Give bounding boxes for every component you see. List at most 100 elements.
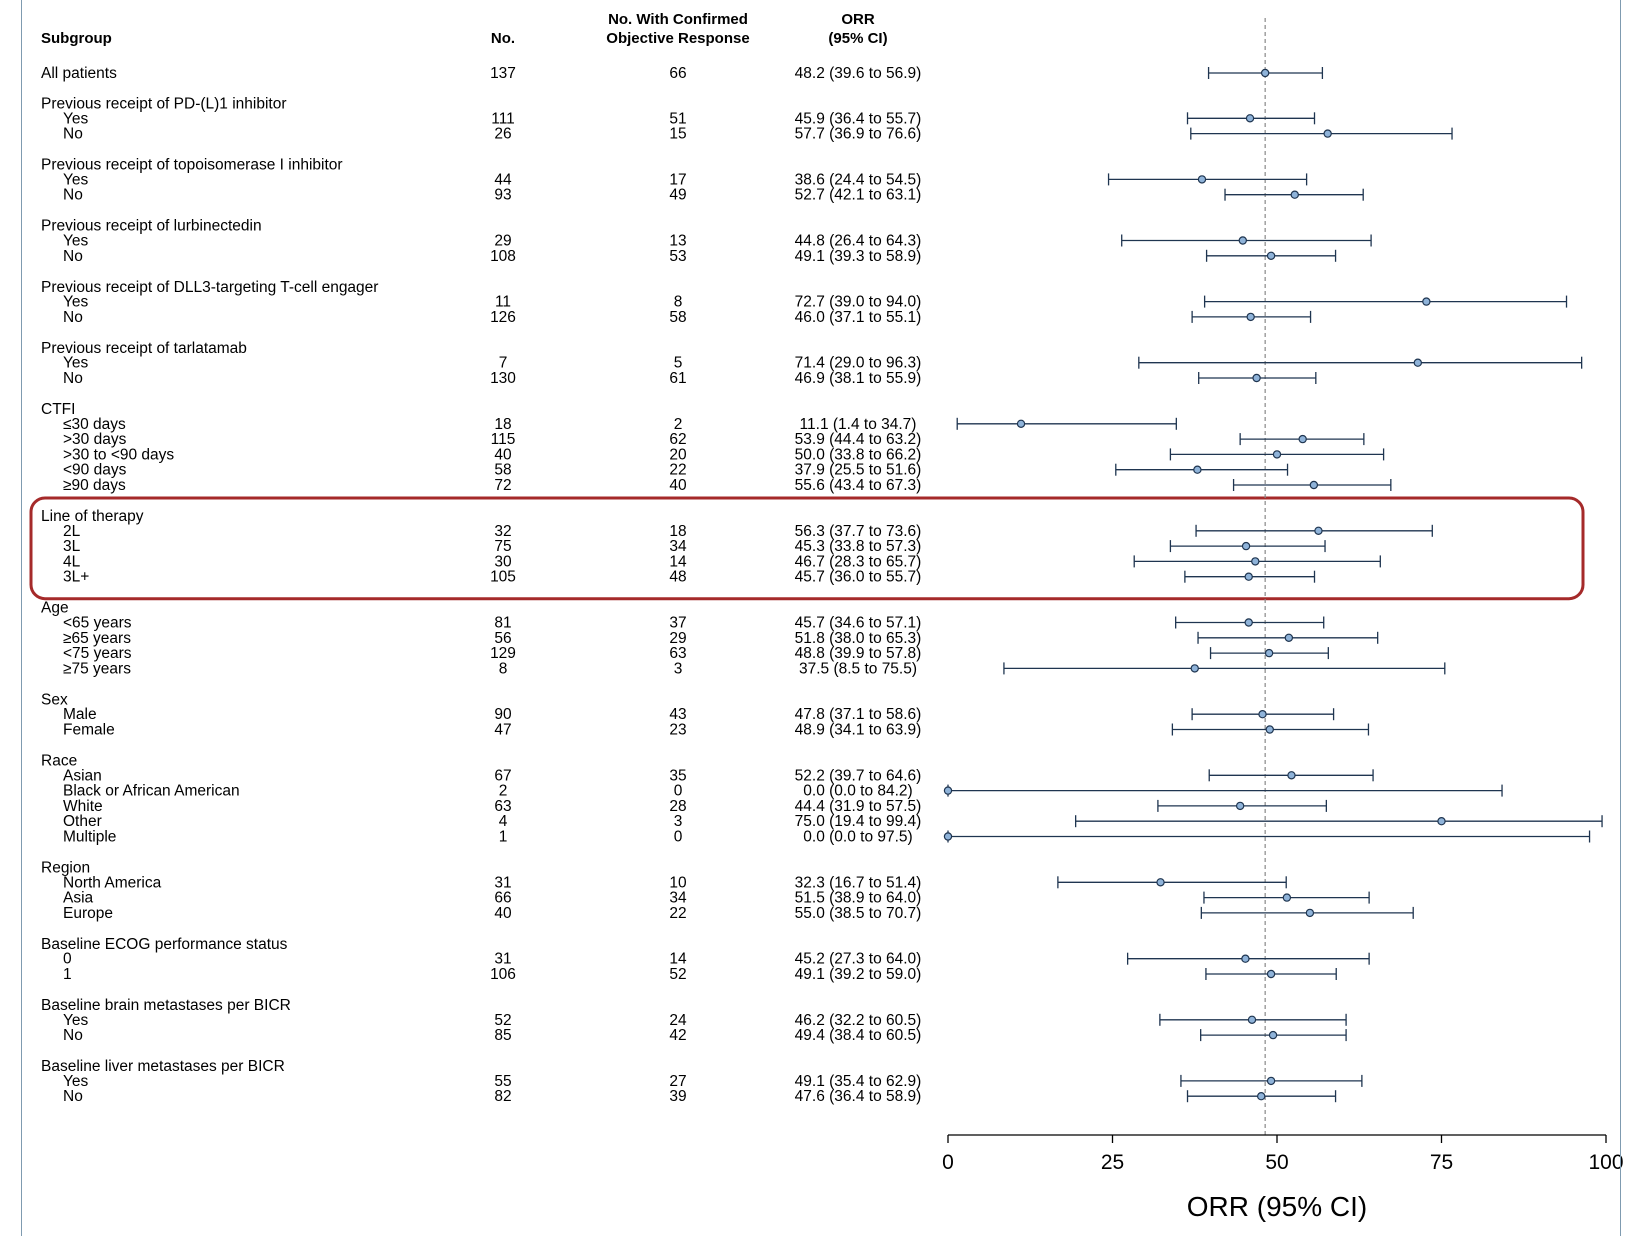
point-estimate [1266, 251, 1276, 260]
row-line-of-therapy-3l-mark [1169, 540, 1326, 553]
row-previous-receipt-of-pd-l-1-inhibitor-no: No 26 15 57.7 (36.9 to 76.6) [63, 126, 921, 143]
row-label: Yes [63, 110, 89, 127]
row-n: 115 [491, 431, 516, 448]
row-race-white-mark [1157, 799, 1327, 812]
row-previous-receipt-of-topoisomerase-i-inhibitor-yes-mark [1107, 173, 1308, 186]
row-orr-ci: 49.1 (35.4 to 62.9) [795, 1073, 922, 1090]
row-previous-receipt-of-dll3-targeting-t-cell-engager-no: No 126 58 46.0 (37.1 to 55.1) [63, 309, 921, 326]
row-orr-ci: 50.0 (33.8 to 66.2) [795, 446, 922, 463]
row-region-asia-mark [1203, 891, 1370, 904]
row-n: 7 [499, 355, 508, 372]
row-race-white: White 63 28 44.4 (31.9 to 57.5) [63, 798, 921, 815]
row-label: Yes [63, 1073, 89, 1090]
row-previous-receipt-of-tarlatamab-no: No 130 61 46.9 (38.1 to 55.9) [63, 370, 921, 387]
point-estimate [1257, 1091, 1266, 1101]
row-label: Yes [63, 1012, 89, 1029]
row-n: 130 [490, 370, 516, 387]
group-label-baseline-liver-metastases-per-bicr: Baseline liver metastases per BICR [41, 1058, 285, 1075]
row-orr-ci: 51.5 (38.9 to 64.0) [795, 890, 922, 907]
row-label: Yes [63, 294, 89, 311]
group-label-previous-receipt-of-dll3-targeting-t-cell-engager: Previous receipt of DLL3-targeting T-cel… [41, 279, 378, 296]
group-label-previous-receipt-of-tarlatamab: Previous receipt of tarlatamab [41, 340, 247, 357]
point-estimate [1284, 633, 1294, 643]
group-label-line-of-therapy: Line of therapy [41, 508, 144, 525]
group-label-age: Age [41, 600, 69, 617]
row-n: 93 [494, 187, 511, 204]
row-label: No [63, 248, 83, 265]
row-ctfi-30-days-mark [1239, 433, 1365, 446]
row-orr-ci: 45.7 (36.0 to 55.7) [795, 569, 922, 586]
point-estimate [1238, 236, 1247, 245]
row-orr-ci: 56.3 (37.7 to 73.6) [795, 523, 922, 540]
row-region-north-america-mark [1057, 876, 1287, 889]
row-race-multiple-mark [943, 830, 1591, 843]
row-sex-male: Male 90 43 47.8 (37.1 to 58.6) [63, 706, 921, 723]
row-responders: 66 [669, 65, 686, 82]
row-n: 52 [494, 1012, 511, 1029]
highlight-box-line-of-therapy [29, 496, 1585, 601]
row-responders: 39 [669, 1088, 686, 1105]
right-frame-border [1620, 0, 1621, 1236]
row-n: 31 [494, 951, 511, 968]
row-line-of-therapy-4l: 4L 30 14 46.7 (28.3 to 65.7) [63, 553, 921, 570]
row-line-of-therapy-4l-mark [1133, 555, 1381, 568]
row-ctfi-30-days: ≤30 days 18 2 11.1 (1.4 to 34.7) [63, 416, 916, 433]
row-responders: 43 [669, 706, 686, 723]
point-estimate [1244, 618, 1253, 627]
row-responders: 3 [674, 813, 683, 830]
row-age-65-years: ≥65 years 56 29 51.8 (38.0 to 65.3) [63, 630, 921, 647]
point-estimate [1251, 557, 1260, 566]
row-line-of-therapy-2l: 2L 32 18 56.3 (37.7 to 73.6) [63, 523, 921, 540]
point-estimate [943, 786, 953, 795]
row-orr-ci: 49.4 (38.4 to 60.5) [795, 1027, 922, 1044]
row-n: 111 [491, 110, 515, 127]
row-responders: 29 [669, 630, 686, 647]
row-orr-ci: 53.9 (44.4 to 63.2) [795, 431, 922, 448]
row-previous-receipt-of-lurbinectedin-no: No 108 53 49.1 (39.3 to 58.9) [63, 248, 921, 265]
row-ctfi-30-to-90-days: >30 to <90 days 40 20 50.0 (33.8 to 66.2) [63, 446, 921, 463]
row-age-65-years-mark [1197, 631, 1379, 644]
row-responders: 15 [669, 126, 686, 143]
point-estimate [1309, 480, 1319, 490]
row-all-patients-mark [1207, 67, 1324, 79]
group-label-previous-receipt-of-pd-l-1-inhibitor: Previous receipt of PD-(L)1 inhibitor [41, 96, 287, 113]
point-estimate [1197, 175, 1207, 184]
row-n: 82 [494, 1088, 511, 1105]
point-estimate [1266, 1076, 1276, 1086]
row-region-north-america: North America 31 10 32.3 (16.7 to 51.4) [63, 874, 921, 891]
row-baseline-brain-metastases-per-bicr-no: No 85 42 49.4 (38.4 to 60.5) [63, 1027, 921, 1044]
row-responders: 14 [669, 553, 687, 570]
row-race-asian: Asian 67 35 52.2 (39.7 to 64.6) [63, 767, 921, 784]
point-estimate [1016, 419, 1026, 428]
group-label-race: Race [41, 753, 77, 770]
row-baseline-brain-metastases-per-bicr-no-mark [1200, 1029, 1347, 1042]
point-estimate [1252, 373, 1261, 383]
row-responders: 10 [669, 874, 687, 891]
point-estimate [1323, 129, 1332, 138]
row-responders: 0 [674, 829, 683, 846]
row-label: All patients [41, 65, 117, 82]
row-label: Europe [63, 905, 113, 922]
row-label: Asia [63, 890, 94, 907]
row-responders: 0 [674, 783, 683, 800]
row-responders: 17 [669, 171, 686, 188]
row-n: 81 [494, 615, 511, 632]
row-orr-ci: 45.2 (27.3 to 64.0) [795, 951, 922, 968]
row-previous-receipt-of-dll3-targeting-t-cell-engager-yes: Yes 11 8 72.7 (39.0 to 94.0) [63, 294, 921, 311]
row-n: 55 [494, 1073, 511, 1090]
row-all-patients: All patients 137 66 48.2 (39.6 to 56.9) [41, 65, 921, 82]
row-baseline-liver-metastases-per-bicr-no-mark [1186, 1090, 1337, 1103]
row-line-of-therapy-3l: 3L+ 105 48 45.7 (36.0 to 55.7) [63, 569, 921, 586]
group-label-baseline-ecog-performance-status: Baseline ECOG performance status [41, 936, 288, 953]
point-estimate [1247, 1015, 1257, 1025]
row-orr-ci: 11.1 (1.4 to 34.7) [800, 416, 917, 433]
row-responders: 22 [669, 905, 686, 922]
row-baseline-brain-metastases-per-bicr-yes: Yes 52 24 46.2 (32.2 to 60.5) [63, 1012, 921, 1029]
row-orr-ci: 47.8 (37.1 to 58.6) [795, 706, 922, 723]
row-responders: 35 [669, 767, 686, 784]
row-responders: 48 [669, 569, 686, 586]
row-responders: 52 [669, 966, 686, 983]
point-estimate [1287, 771, 1296, 780]
row-responders: 24 [669, 1012, 687, 1029]
